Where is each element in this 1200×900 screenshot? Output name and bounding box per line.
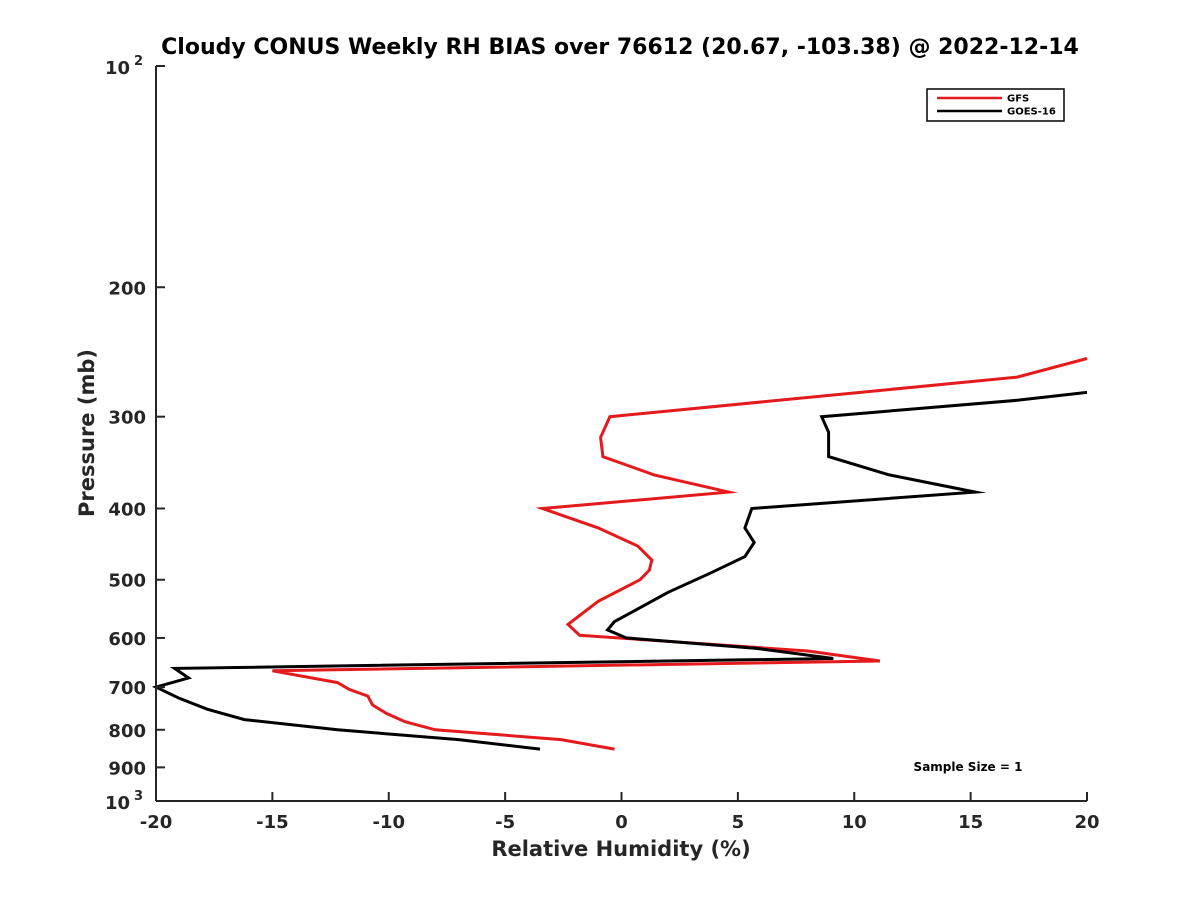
y-tick-exponent: 3 xyxy=(134,789,143,804)
y-tick-exponent: 2 xyxy=(134,54,143,69)
y-tick-label: 300 xyxy=(108,408,146,429)
x-tick-label: -15 xyxy=(256,812,289,833)
legend: GFS GOES-16 xyxy=(926,88,1065,122)
series-layer xyxy=(151,357,1088,751)
y-ticks: 10 2 200 300 400 500 600 700 800 900 10 3 xyxy=(105,54,165,814)
x-tick-label: 15 xyxy=(958,812,983,833)
x-tick-label: 10 xyxy=(842,812,867,833)
y-tick-label: 700 xyxy=(108,678,146,699)
series-line-gfs xyxy=(272,357,1088,751)
y-tick-label: 600 xyxy=(108,629,146,650)
y-tick-label: 200 xyxy=(108,278,146,299)
x-ticks: -20 -15 -10 -5 0 5 10 15 20 xyxy=(140,792,1100,833)
series-line-goes16 xyxy=(151,390,1088,751)
x-tick-label: -20 xyxy=(140,812,173,833)
y-tick-label: 800 xyxy=(108,721,146,742)
plot-area: -20 -15 -10 -5 0 5 10 15 20 10 2 200 300 400 500 600 70… xyxy=(105,54,1100,833)
y-tick-label: 900 xyxy=(108,758,146,779)
y-tick-label: 400 xyxy=(108,500,146,521)
y-tick-label: 500 xyxy=(108,571,146,592)
y-axis-label: Pressure (mb) xyxy=(75,349,99,517)
x-tick-label: 0 xyxy=(615,812,628,833)
x-tick-label: 20 xyxy=(1074,812,1099,833)
legend-label-goes16: GOES-16 xyxy=(1007,107,1056,118)
sample-size-annotation: Sample Size = 1 xyxy=(914,760,1023,774)
y-tick-label: 10 xyxy=(105,58,130,79)
chart-title: Cloudy CONUS Weekly RH BIAS over 76612 (… xyxy=(161,35,1079,60)
x-axis-label: Relative Humidity (%) xyxy=(491,837,750,861)
x-tick-label: -5 xyxy=(495,812,515,833)
x-tick-label: -10 xyxy=(372,812,405,833)
legend-label-gfs: GFS xyxy=(1007,94,1029,105)
y-tick-label: 10 xyxy=(105,793,130,814)
x-tick-label: 5 xyxy=(732,812,745,833)
legend-box xyxy=(926,88,1065,122)
